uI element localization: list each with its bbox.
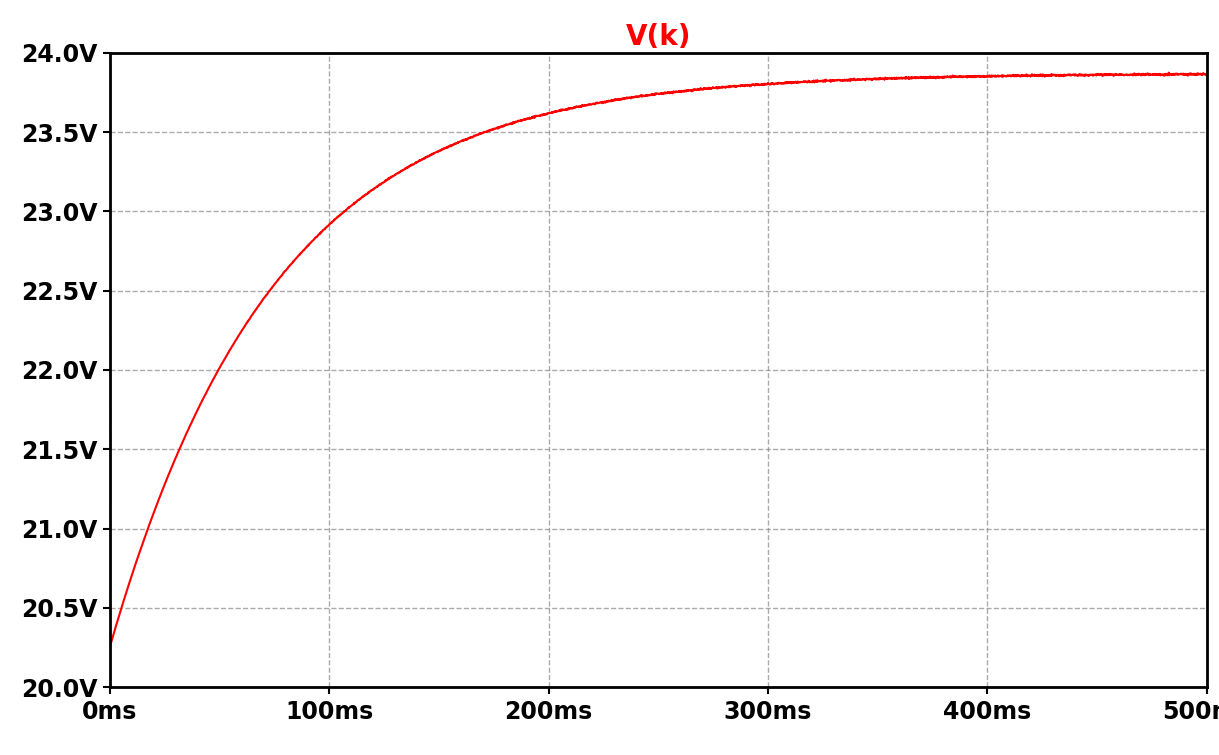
Title: V(k): V(k) (625, 23, 691, 51)
